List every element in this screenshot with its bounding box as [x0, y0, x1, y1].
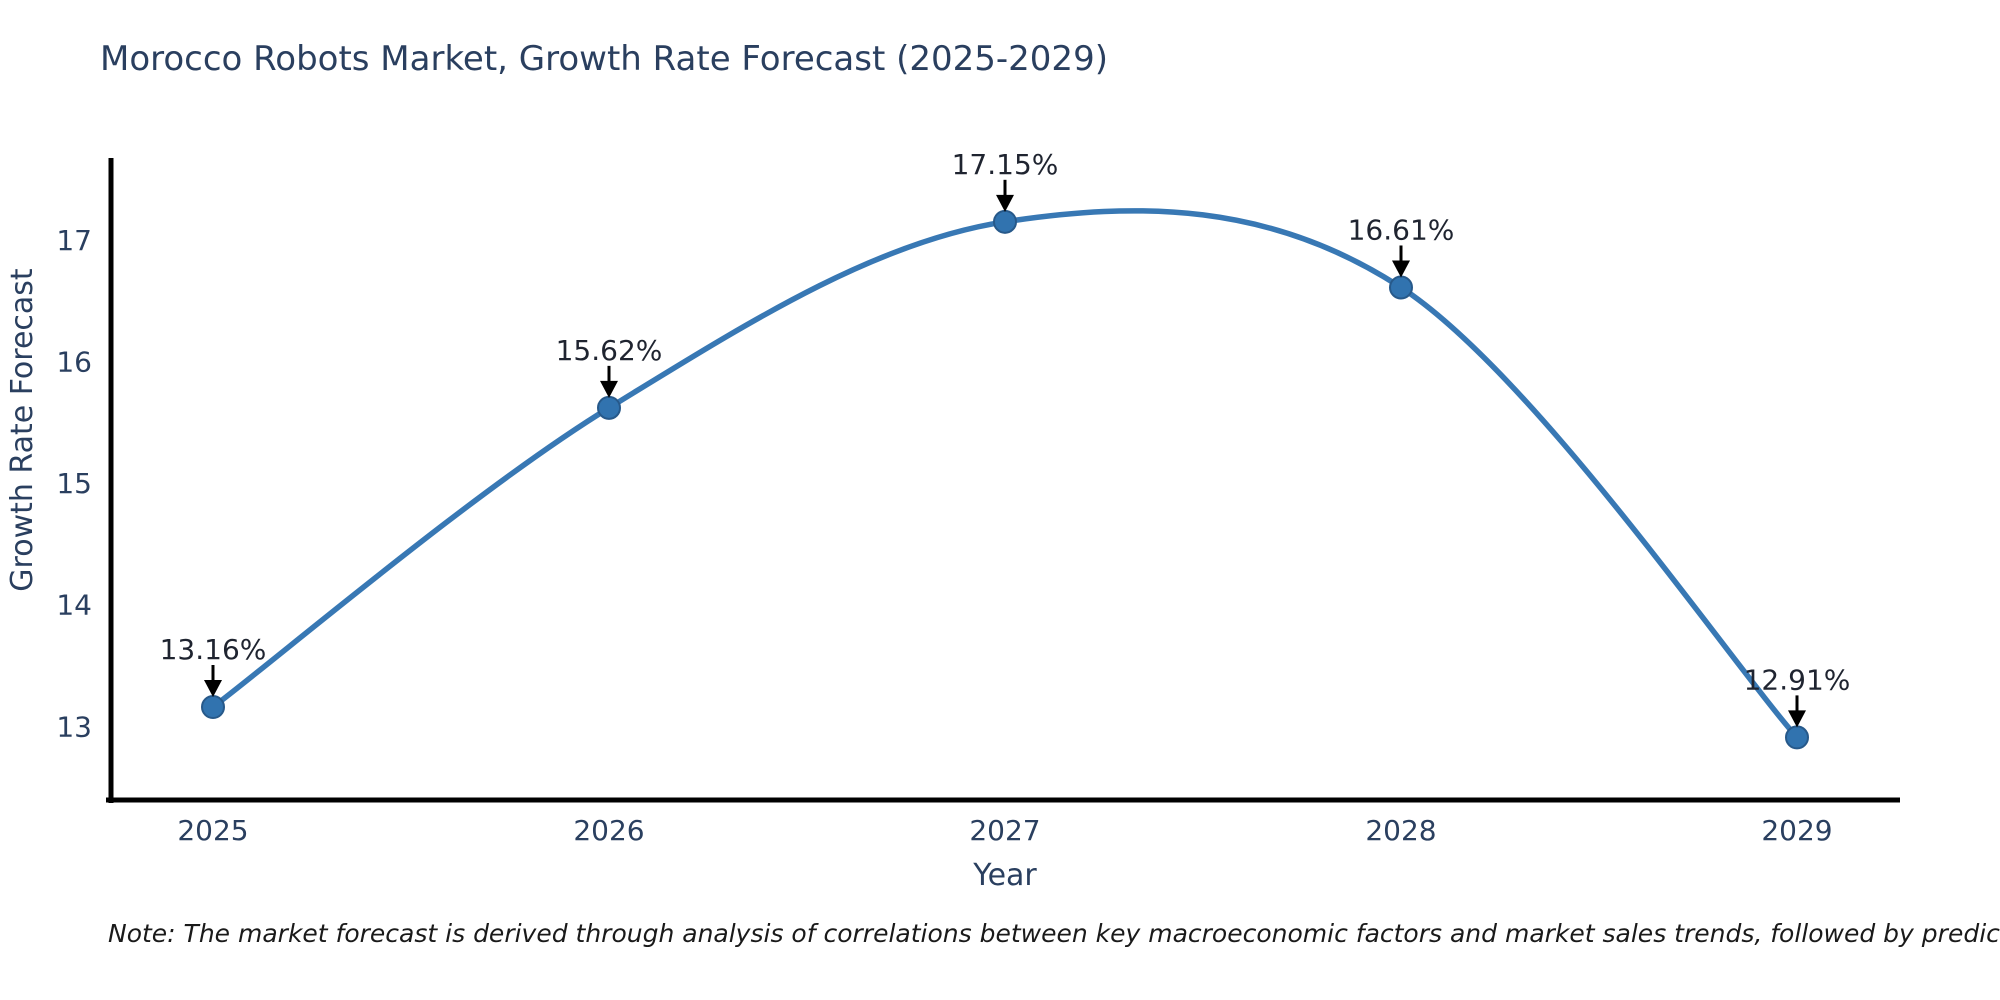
- point-annotation: 15.62%: [556, 334, 663, 398]
- annotation-arrowhead-icon: [1392, 260, 1410, 278]
- point-annotations: 13.16% 15.62% 17.15% 16.61% 12.91%: [160, 148, 1851, 728]
- y-axis-ticks: 13 14 15 16 17: [56, 224, 92, 743]
- x-tick-label: 2026: [573, 814, 644, 847]
- x-tick-label: 2027: [969, 814, 1040, 847]
- data-point-markers: [201, 209, 1809, 750]
- y-tick-label: 14: [56, 589, 92, 622]
- x-tick-label: 2028: [1365, 814, 1436, 847]
- annotation-arrowhead-icon: [1788, 710, 1806, 728]
- data-point-marker: [201, 695, 225, 719]
- point-annotation: 16.61%: [1348, 213, 1455, 278]
- data-point-marker: [993, 209, 1017, 234]
- y-tick-label: 17: [56, 224, 92, 257]
- data-point-marker: [1785, 725, 1809, 750]
- point-value-label: 17.15%: [952, 148, 1059, 181]
- y-tick-label: 16: [56, 345, 92, 378]
- x-tick-label: 2029: [1761, 814, 1832, 847]
- data-point-marker: [1389, 275, 1413, 300]
- chart-title: Morocco Robots Market, Growth Rate Forec…: [100, 39, 1108, 79]
- point-value-label: 13.16%: [160, 633, 267, 666]
- y-tick-label: 13: [56, 710, 92, 743]
- point-value-label: 15.62%: [556, 334, 663, 367]
- x-tick-label: 2025: [177, 814, 248, 847]
- point-value-label: 16.61%: [1348, 213, 1455, 246]
- y-tick-label: 15: [56, 467, 92, 500]
- point-annotation: 12.91%: [1744, 663, 1851, 728]
- y-axis-title: Growth Rate Forecast: [5, 268, 40, 592]
- point-value-label: 12.91%: [1744, 663, 1851, 696]
- point-annotation: 17.15%: [952, 148, 1059, 212]
- footnote: Note: The market forecast is derived thr…: [108, 919, 2000, 948]
- data-point-marker: [597, 395, 621, 420]
- forecast-curve: [210, 208, 1800, 741]
- annotation-arrowhead-icon: [204, 680, 222, 697]
- line-series: [210, 208, 1800, 741]
- annotation-arrowhead-icon: [996, 194, 1014, 212]
- annotation-arrowhead-icon: [600, 380, 618, 398]
- x-axis-title: Year: [972, 858, 1037, 893]
- point-annotation: 13.16%: [160, 633, 267, 697]
- x-axis-ticks: 2025 2026 2027 2028 2029: [177, 814, 1832, 847]
